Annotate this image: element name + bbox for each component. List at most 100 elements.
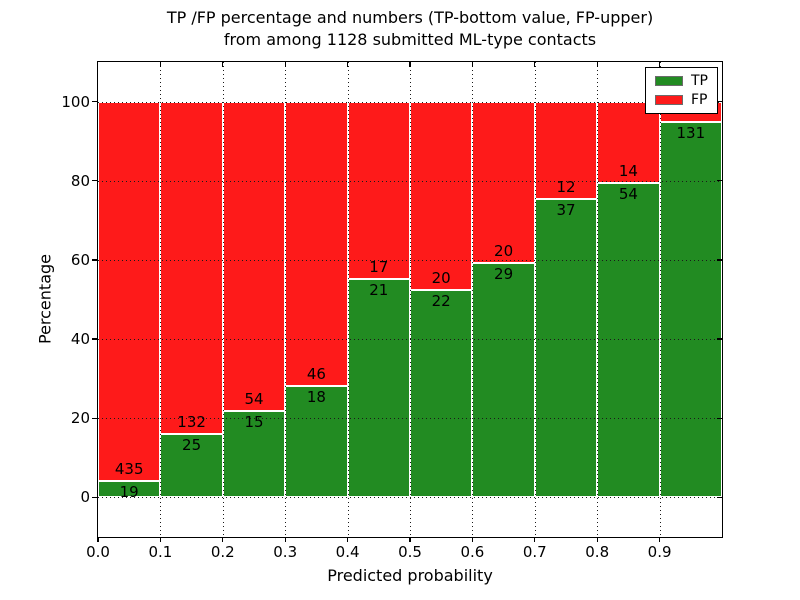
tp-bar-segment [597,183,660,498]
x-gridline [472,62,474,537]
fp-count-label: 132 [177,413,206,432]
fp-count-label: 46 [306,365,326,384]
plot-area: 435 19 132 25 54 15 46 18 17 21 20 22 20 29 12 37 14 54 13… [97,61,723,538]
fp-bar-segment [347,101,410,279]
x-tick-bottom [346,538,349,542]
fp-bar-segment [410,101,473,291]
x-tick-bottom [222,538,224,542]
fp-count-label: 20 [494,242,514,261]
x-tick-top [658,62,661,67]
fp-count-label: 54 [244,390,264,409]
tp-bar-segment [98,480,161,498]
tp-count-label: 21 [369,280,389,299]
y-tick-left [92,100,97,103]
y-tick-left [92,259,97,261]
x-tick-label: 0.8 [585,543,610,561]
y-tick-left [92,496,97,499]
tp-count-label: 18 [306,388,326,407]
tp-bar-segment [222,411,286,498]
x-tick-bottom [596,538,598,542]
y-tick-right [717,417,722,419]
chart-title-line-1: TP /FP percentage and numbers (TP-bottom… [166,8,654,27]
y-tick-right [717,180,722,182]
x-tick-label: 0.9 [647,543,672,561]
fp-bar-segment [597,101,660,184]
fp-count-label: 20 [431,269,451,288]
y-tick-right [717,338,722,340]
x-tick-top [409,62,411,67]
tp-bar-segment [285,386,348,498]
fp-bar-segment [222,101,286,412]
fp-count-label: 17 [369,257,389,276]
tp-bar-segment [534,198,598,498]
x-gridline [160,62,162,537]
x-tick-top [159,62,162,67]
x-tick-label: 0.4 [335,543,360,561]
tp-count-label: 54 [618,185,638,204]
y-tick-right [717,100,722,103]
x-tick-bottom [409,538,411,542]
y-tick-right [717,259,722,261]
fp-bar-segment [98,101,161,481]
tp-count-label: 29 [494,265,514,284]
tp-legend-swatch [655,76,683,86]
x-tick-label: 0.7 [522,543,547,561]
x-gridline [534,62,536,537]
chart-title: TP /FP percentage and numbers (TP-bottom… [98,7,722,51]
x-tick-top [284,62,286,67]
x-tick-bottom [534,538,536,542]
x-tick-label: 0.0 [86,543,110,561]
tp-count-label: 15 [244,413,264,432]
x-tick-bottom [159,538,162,542]
x-tick-top [534,62,536,67]
x-tick-top [222,62,224,67]
chart-title-line-2: from among 1128 submitted ML-type contac… [223,30,597,49]
y-tick-label: 20 [70,409,90,428]
fp-bar-segment [160,101,223,435]
fp-count-label: 12 [556,177,576,196]
tp-legend-label: TP [691,73,708,89]
tp-count-label: 22 [431,292,451,311]
x-gridline [285,62,287,537]
x-tick-bottom [471,538,474,542]
y-tick-label: 100 [61,92,90,111]
tp-count-label: 19 [119,482,139,501]
fp-count-label: 435 [114,459,144,478]
fp-bar-segment [472,101,535,264]
x-tick-label: 0.3 [273,543,298,561]
legend-row-tp: TP [655,74,708,88]
x-tick-top [471,62,474,67]
tp-count-label: 131 [676,123,706,142]
y-tick-left [92,180,97,182]
fp-legend-label: FP [691,92,708,108]
x-gridline [659,62,661,537]
tp-bar-segment [160,434,223,498]
x-tick-label: 0.1 [148,543,173,561]
fp-legend-swatch [655,95,683,105]
y-tick-label: 80 [70,171,90,190]
tp-bar-segment [659,121,722,498]
y-tick-left [92,417,97,419]
y-tick-label: 0 [80,488,90,507]
x-gridline [222,62,224,537]
tp-bar-segment [472,263,535,498]
tp-bar-segment [347,278,410,498]
fp-count-label: 14 [618,162,638,181]
fp-bar-segment [285,101,348,387]
x-gridline [410,62,411,537]
x-tick-label: 0.2 [210,543,235,561]
fp-bar-segment [534,101,598,199]
x-tick-bottom [97,538,99,542]
y-tick-label: 40 [70,330,90,349]
x-tick-bottom [284,538,286,542]
x-gridline [347,62,349,537]
tp-bar-segment [410,290,473,498]
y-tick-label: 60 [70,250,90,269]
tp-count-label: 25 [182,436,202,455]
x-tick-top [596,62,598,67]
x-tick-label: 0.5 [398,543,422,561]
x-tick-label: 0.6 [460,543,485,561]
tp-count-label: 37 [556,200,576,219]
x-tick-top [346,62,349,67]
